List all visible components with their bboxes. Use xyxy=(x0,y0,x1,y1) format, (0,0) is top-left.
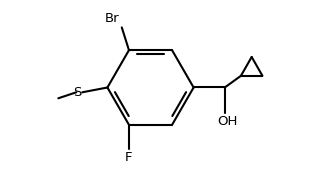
Text: S: S xyxy=(73,86,81,99)
Text: OH: OH xyxy=(217,115,237,128)
Text: Br: Br xyxy=(105,12,119,25)
Text: F: F xyxy=(125,151,133,164)
